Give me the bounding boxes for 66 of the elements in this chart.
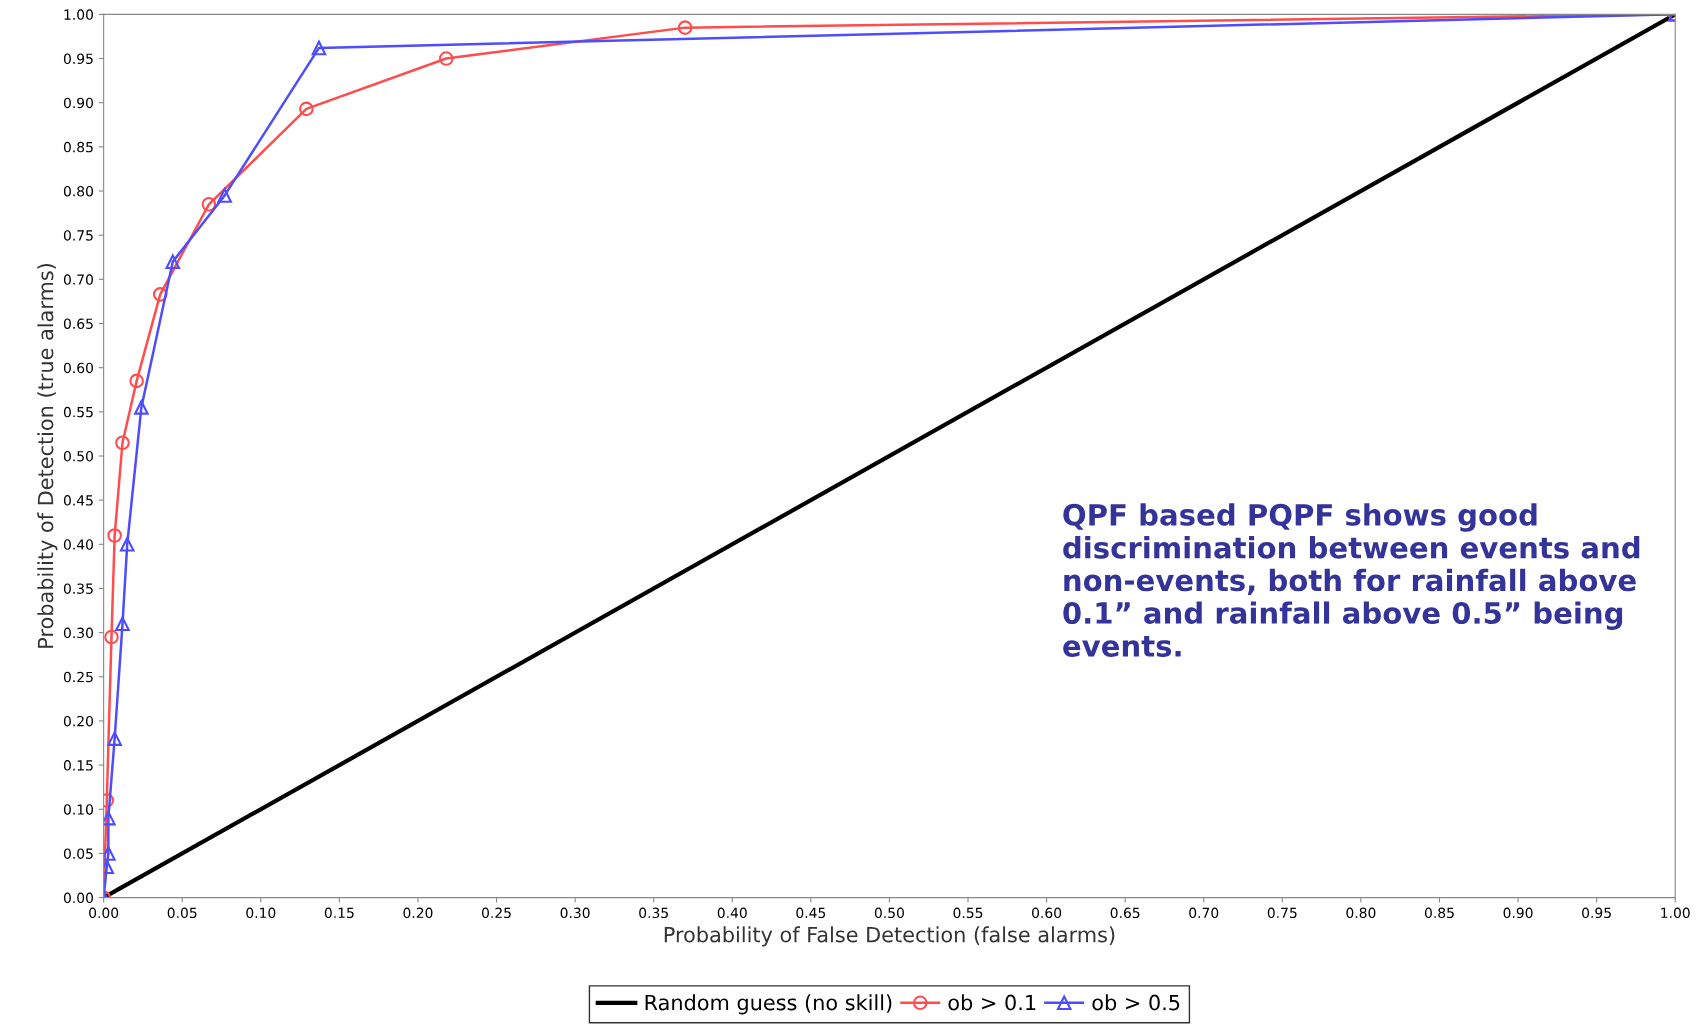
y-tick-label: 0.75 bbox=[63, 230, 93, 241]
x-axis-title: Probability of False Detection (false alarms) bbox=[664, 926, 1115, 947]
x-tick-label: 0.25 bbox=[481, 907, 511, 919]
point bbox=[103, 810, 116, 826]
x-tick-label: 0.20 bbox=[403, 907, 433, 919]
y-tick-label: 0.40 bbox=[63, 539, 93, 550]
annotation: QPF based PQPF shows good discrimination between events and non-events, both for rainfall above 0.1” and rainfall above 0.5” being events. bbox=[1063, 503, 1640, 657]
y-tick-label: 0.55 bbox=[63, 406, 93, 418]
y-axis-title: Probability of Detection (true alarms) bbox=[37, 263, 58, 648]
point bbox=[107, 528, 122, 543]
x-tick-label: 0.45 bbox=[796, 907, 826, 919]
x-tick-label: 0.60 bbox=[1032, 907, 1062, 919]
y-tick-label: 0.10 bbox=[63, 804, 93, 815]
point bbox=[115, 435, 130, 451]
point bbox=[152, 287, 168, 302]
y-tick-label: 0.95 bbox=[63, 53, 93, 65]
y-tick-label: 0.30 bbox=[63, 627, 93, 639]
x-tick-label: 0.35 bbox=[639, 907, 668, 919]
point bbox=[129, 373, 144, 389]
y-tick-label: 0.05 bbox=[63, 848, 93, 859]
x-tick-label: 0.85 bbox=[1424, 907, 1454, 919]
y-tick-label: 0.80 bbox=[63, 185, 93, 197]
point bbox=[103, 846, 116, 861]
x-tick-label: 0.05 bbox=[167, 907, 197, 919]
point bbox=[217, 188, 232, 203]
x-tick-label: 0.30 bbox=[560, 907, 590, 919]
point bbox=[299, 101, 314, 117]
point bbox=[134, 400, 149, 415]
x-tick-label: 0.50 bbox=[874, 907, 904, 919]
legend-label: Random guess (no skill) bbox=[645, 994, 892, 1015]
point bbox=[165, 254, 181, 269]
y-tick-label: 0.20 bbox=[63, 715, 93, 727]
x-tick-label: 0.55 bbox=[953, 907, 983, 919]
point bbox=[119, 537, 135, 552]
x-tick-label: 0.65 bbox=[1110, 907, 1140, 919]
y-tick-label: 1.00 bbox=[64, 9, 93, 20]
x-tick-label: 0.70 bbox=[1189, 907, 1219, 919]
x-tick-label: 0.95 bbox=[1582, 907, 1611, 919]
legend-label: ob > 0.1 bbox=[948, 994, 1036, 1011]
legend-label: ob > 0.5 bbox=[1092, 994, 1180, 1011]
point bbox=[201, 196, 217, 212]
y-tick-label: 0.65 bbox=[63, 318, 93, 329]
y-tick-label: 0.35 bbox=[63, 583, 93, 594]
point bbox=[104, 629, 119, 645]
point bbox=[107, 731, 122, 746]
y-tick-label: 0.25 bbox=[63, 671, 93, 683]
y-tick-label: 0.00 bbox=[63, 892, 93, 904]
y-tick-label: 0.70 bbox=[63, 274, 93, 285]
y-tick-label: 0.85 bbox=[63, 141, 93, 153]
y-tick-label: 0.60 bbox=[63, 362, 93, 374]
x-tick-label: 0.40 bbox=[717, 907, 747, 919]
y-tick-label: 0.50 bbox=[63, 450, 93, 462]
y-tick-label: 0.45 bbox=[63, 495, 93, 506]
x-tick-label: 0.10 bbox=[246, 907, 276, 919]
point bbox=[438, 51, 454, 66]
y-tick-label: 0.90 bbox=[63, 97, 93, 109]
y-tick-label: 0.15 bbox=[63, 760, 93, 771]
x-tick-label: 0.75 bbox=[1267, 907, 1297, 919]
x-tick-label: 0.15 bbox=[324, 907, 354, 919]
point bbox=[677, 20, 693, 35]
x-tick-label: 0.00 bbox=[89, 907, 119, 919]
x-tick-label: 0.90 bbox=[1503, 907, 1533, 919]
point bbox=[311, 40, 327, 56]
x-tick-label: 0.80 bbox=[1346, 907, 1376, 919]
x-tick-label: 1.00 bbox=[1661, 907, 1690, 919]
point bbox=[115, 616, 130, 632]
